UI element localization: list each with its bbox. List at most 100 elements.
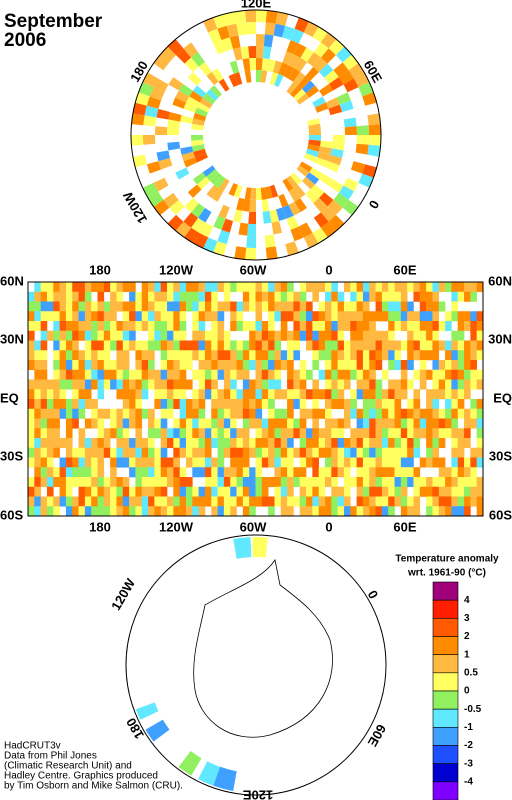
cell	[46, 496, 54, 507]
cell	[331, 428, 338, 439]
cell	[185, 428, 193, 439]
cell	[187, 72, 202, 86]
cell	[419, 330, 427, 341]
cell	[34, 467, 41, 478]
cell	[233, 47, 243, 61]
cell	[476, 457, 484, 468]
legend-swatch	[432, 618, 459, 637]
cell	[255, 330, 263, 341]
cell	[287, 379, 294, 390]
cell	[78, 379, 86, 390]
cell	[394, 428, 402, 439]
cell	[438, 282, 446, 293]
cell	[400, 477, 408, 488]
antarctica-outline	[193, 558, 333, 738]
cell	[269, 209, 279, 223]
cell	[53, 360, 60, 371]
cell	[331, 311, 338, 322]
cell	[261, 418, 269, 429]
cell	[369, 447, 376, 458]
cell	[202, 93, 216, 105]
cell	[356, 340, 364, 351]
cell	[388, 428, 395, 439]
cell	[274, 301, 282, 312]
cell	[249, 447, 256, 458]
cell	[400, 311, 408, 322]
cell	[318, 447, 326, 458]
cell	[242, 438, 250, 449]
cell	[413, 477, 421, 488]
cell	[145, 719, 170, 742]
cell	[156, 150, 170, 162]
cell	[432, 282, 440, 293]
cell	[46, 477, 54, 488]
cell	[141, 360, 149, 371]
cell	[206, 71, 219, 86]
cell	[46, 438, 54, 449]
cell	[312, 330, 319, 341]
cell	[432, 311, 440, 322]
cell	[34, 311, 41, 322]
cell	[306, 282, 313, 293]
cell	[103, 438, 111, 449]
cell	[350, 321, 357, 332]
cell	[135, 399, 143, 410]
cell	[333, 192, 349, 208]
cell	[356, 282, 364, 293]
cell	[103, 321, 111, 332]
cell	[34, 418, 41, 429]
cell	[413, 408, 421, 419]
cell	[40, 379, 48, 390]
cell	[286, 40, 299, 55]
cell	[249, 340, 256, 351]
cell	[160, 311, 168, 322]
cell	[263, 34, 274, 48]
cell	[299, 477, 307, 488]
cell	[305, 66, 319, 81]
cell	[331, 477, 338, 488]
cell	[426, 496, 433, 507]
cell	[65, 428, 73, 439]
cell	[78, 330, 86, 341]
cell	[141, 282, 149, 293]
cell	[274, 379, 282, 390]
cell	[154, 389, 162, 400]
cell	[173, 428, 180, 439]
cell	[65, 340, 73, 351]
cell	[154, 506, 162, 517]
cell	[337, 399, 345, 410]
cell	[400, 282, 408, 293]
cell	[328, 179, 344, 193]
cell	[160, 486, 168, 497]
cell	[394, 360, 402, 371]
cell	[274, 408, 282, 419]
cell	[464, 291, 471, 302]
cell	[53, 321, 60, 332]
cell	[65, 291, 73, 302]
cell	[163, 192, 179, 208]
cell	[407, 438, 414, 449]
cell	[325, 291, 332, 302]
cell	[40, 301, 48, 312]
cell	[240, 46, 250, 60]
cell	[103, 350, 111, 361]
cell	[72, 330, 79, 341]
cell	[413, 282, 421, 293]
cell	[223, 330, 231, 341]
cell	[293, 89, 306, 101]
cell	[274, 438, 282, 449]
cell	[318, 146, 332, 155]
cell	[65, 360, 73, 371]
cell	[476, 311, 484, 322]
cell	[470, 399, 477, 410]
cell	[46, 399, 54, 410]
cell	[72, 408, 79, 419]
cell	[204, 418, 212, 429]
cell	[464, 340, 471, 351]
cell	[286, 215, 299, 230]
cell	[369, 340, 376, 351]
cell	[179, 496, 187, 507]
cell	[451, 496, 459, 507]
cell	[160, 389, 168, 400]
cell	[343, 350, 351, 361]
